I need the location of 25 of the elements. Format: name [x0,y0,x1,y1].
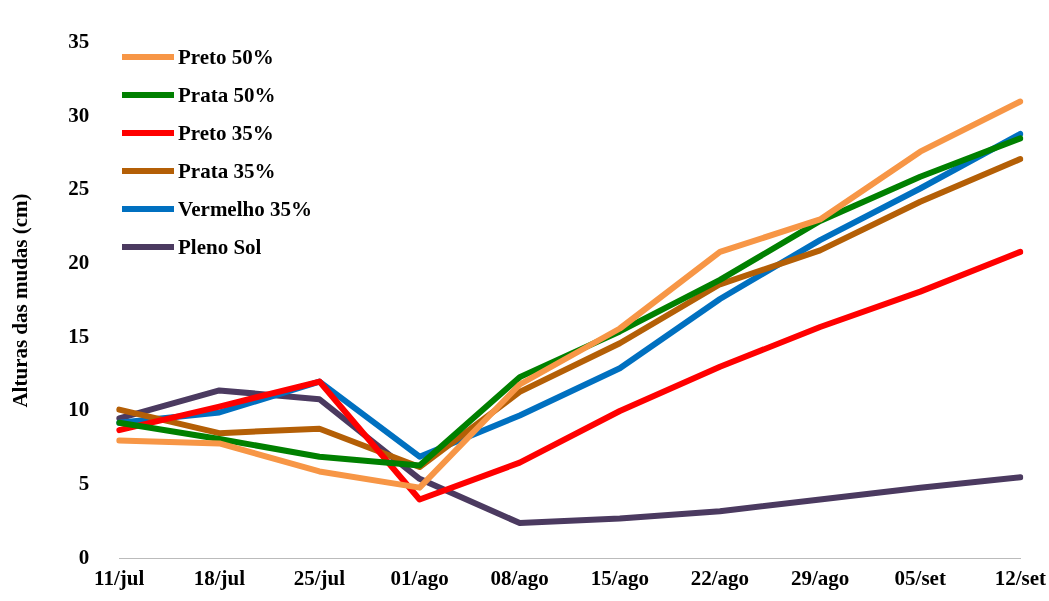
y-tick-label: 0 [78,544,90,569]
legend-label: Prata 50% [178,82,276,108]
y-tick-label: 30 [68,102,90,127]
x-tick-label: 11/jul [94,566,145,591]
x-tick-label: 12/set [994,566,1046,591]
y-tick-label: 20 [68,250,90,275]
x-tick-label: 29/ago [790,566,850,591]
y-tick-label: 10 [68,397,90,422]
x-tick-label: 01/ago [390,566,449,591]
x-tick-label: 08/ago [490,566,549,591]
y-tick-label: 25 [68,176,90,201]
legend-label: Vermelho 35% [178,196,312,222]
x-tick-label: 05/set [894,566,946,591]
x-tick-label: 18/jul [193,566,246,591]
legend-label: Preto 50% [178,44,274,70]
legend-label: Preto 35% [178,120,274,146]
y-tick-label: 5 [78,471,90,496]
legend-label: Pleno Sol [178,234,262,260]
y-tick-label: 15 [68,323,90,348]
y-tick-label: 35 [68,29,90,54]
x-tick-label: 25/jul [293,566,346,591]
legend-label: Prata 35% [178,158,276,184]
x-tick-label: 22/ago [690,566,750,591]
y-axis-title: Alturas das mudas (cm) [8,193,33,408]
x-tick-label: 15/ago [590,566,650,591]
